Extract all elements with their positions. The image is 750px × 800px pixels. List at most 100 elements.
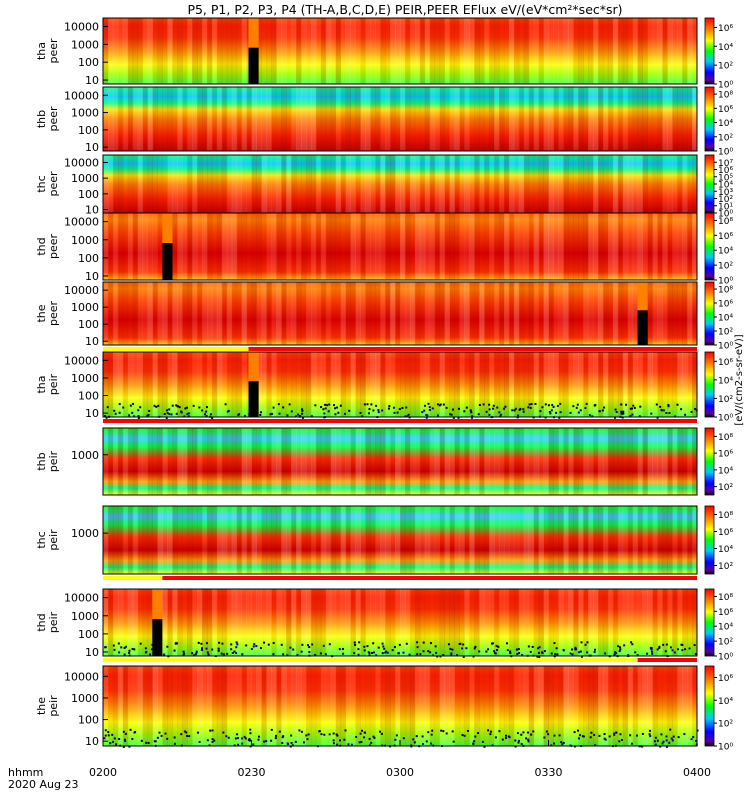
spectrogram-speckle	[651, 652, 654, 655]
spectrogram-column	[103, 87, 109, 151]
spectrogram-speckle	[175, 412, 178, 415]
spectrogram-column	[489, 282, 495, 345]
spectrogram-speckle	[160, 734, 163, 737]
spectrogram-column	[607, 666, 614, 746]
spectrogram-column	[677, 589, 683, 656]
spectrogram-column	[226, 666, 233, 746]
spectrogram-column	[112, 213, 119, 280]
spectrogram-column	[251, 666, 257, 746]
spectrogram-column	[612, 18, 619, 84]
spectrogram-column	[528, 155, 535, 213]
spectrogram-speckle	[530, 403, 533, 406]
spectrogram-column	[266, 506, 272, 574]
spectrogram-column	[266, 282, 272, 345]
spectrogram-column	[271, 282, 277, 345]
spectrogram-column	[484, 155, 490, 213]
spectrogram-column	[454, 589, 460, 656]
spectrogram-column	[573, 282, 579, 345]
spectrogram-speckle	[120, 646, 123, 649]
spectrogram-column	[538, 282, 545, 345]
spectrogram-column	[345, 155, 351, 213]
spectrogram-column	[602, 155, 609, 213]
spectrogram-column	[315, 352, 322, 417]
spectrogram-column	[429, 589, 436, 656]
spectrogram-speckle	[677, 736, 680, 739]
spectrogram-column	[682, 352, 688, 417]
spectrogram-speckle	[536, 655, 539, 658]
spectrogram-column	[518, 589, 525, 656]
spectrogram-column	[360, 213, 366, 280]
spectrogram-speckle	[422, 650, 425, 653]
spectrogram-column	[622, 666, 629, 746]
spectrogram-column	[424, 666, 431, 746]
spectrogram-column	[528, 18, 535, 84]
spectrogram-speckle	[688, 647, 691, 650]
spectrogram-column	[672, 666, 678, 746]
y-axis-label: thb	[35, 452, 48, 470]
spectrogram-column	[652, 589, 658, 656]
spectrogram-column	[301, 428, 307, 495]
spectrogram-column	[167, 18, 173, 84]
spectrogram-column	[291, 506, 297, 574]
spectrogram-column	[395, 282, 401, 345]
spectrogram-speckle	[502, 407, 505, 410]
spectrogram-column	[390, 155, 396, 213]
y-tick-label: 10000	[64, 670, 99, 683]
spectrogram-column	[226, 282, 233, 345]
spectrogram-column	[553, 589, 559, 656]
quality-flag-bar	[248, 347, 697, 351]
spectrogram-column	[132, 589, 139, 656]
spectrogram-column	[652, 506, 658, 574]
spectrogram-column	[469, 506, 475, 574]
spectrogram-column	[464, 213, 470, 280]
spectrogram-speckle	[353, 641, 356, 644]
spectrogram-column	[583, 87, 589, 151]
spectrogram-column	[419, 352, 426, 417]
spectrogram-speckle	[617, 645, 620, 648]
spectrogram-column	[325, 213, 332, 280]
spectrogram-column	[390, 18, 396, 84]
spectrogram-column	[291, 666, 297, 746]
spectrogram-column	[464, 18, 470, 84]
spectrogram-column	[261, 18, 267, 84]
y-axis-label: thd	[35, 613, 48, 631]
spectrogram-column	[672, 506, 678, 574]
spectrogram-speckle	[655, 403, 658, 406]
y-axis-label: thd	[35, 237, 48, 255]
spectrogram-column	[256, 428, 262, 495]
spectrogram-column	[206, 282, 213, 345]
spectrogram-column	[380, 506, 386, 574]
spectrogram-column	[548, 282, 554, 345]
spectrogram-speckle	[307, 733, 310, 736]
spectrogram-column	[315, 87, 322, 151]
spectrogram-column	[647, 352, 653, 417]
spectrogram-column	[375, 87, 381, 151]
spectrogram-speckle	[168, 408, 171, 411]
spectrogram-column	[142, 589, 149, 656]
spectrogram-speckle	[493, 650, 496, 653]
spectrogram-column	[216, 18, 223, 84]
spectrogram-speckle	[104, 646, 107, 649]
spectrogram-speckle	[128, 651, 131, 654]
spectrogram-speckle	[377, 411, 380, 414]
spectrogram-column	[464, 352, 470, 417]
spectrogram-speckle	[421, 742, 424, 745]
spectrogram-speckle	[272, 406, 275, 409]
spectrogram-column	[197, 589, 203, 656]
spectrogram-column	[434, 589, 441, 656]
spectrogram-column	[305, 18, 312, 84]
spectrogram-speckle	[209, 729, 212, 732]
spectrogram-column	[558, 213, 564, 280]
spectrogram-speckle	[492, 404, 495, 407]
y-axis-label: peir	[47, 695, 60, 717]
spectrogram-column	[157, 352, 163, 417]
spectrogram-image	[103, 155, 697, 213]
spectrogram-column	[489, 352, 495, 417]
spectrogram-column	[612, 352, 619, 417]
spectrogram-column	[513, 282, 520, 345]
spectrogram-column	[607, 213, 614, 280]
spectrogram-speckle	[646, 652, 649, 655]
spectrogram-column	[612, 666, 619, 746]
spectrogram-speckle	[494, 652, 497, 655]
spectrogram-column	[404, 352, 411, 417]
